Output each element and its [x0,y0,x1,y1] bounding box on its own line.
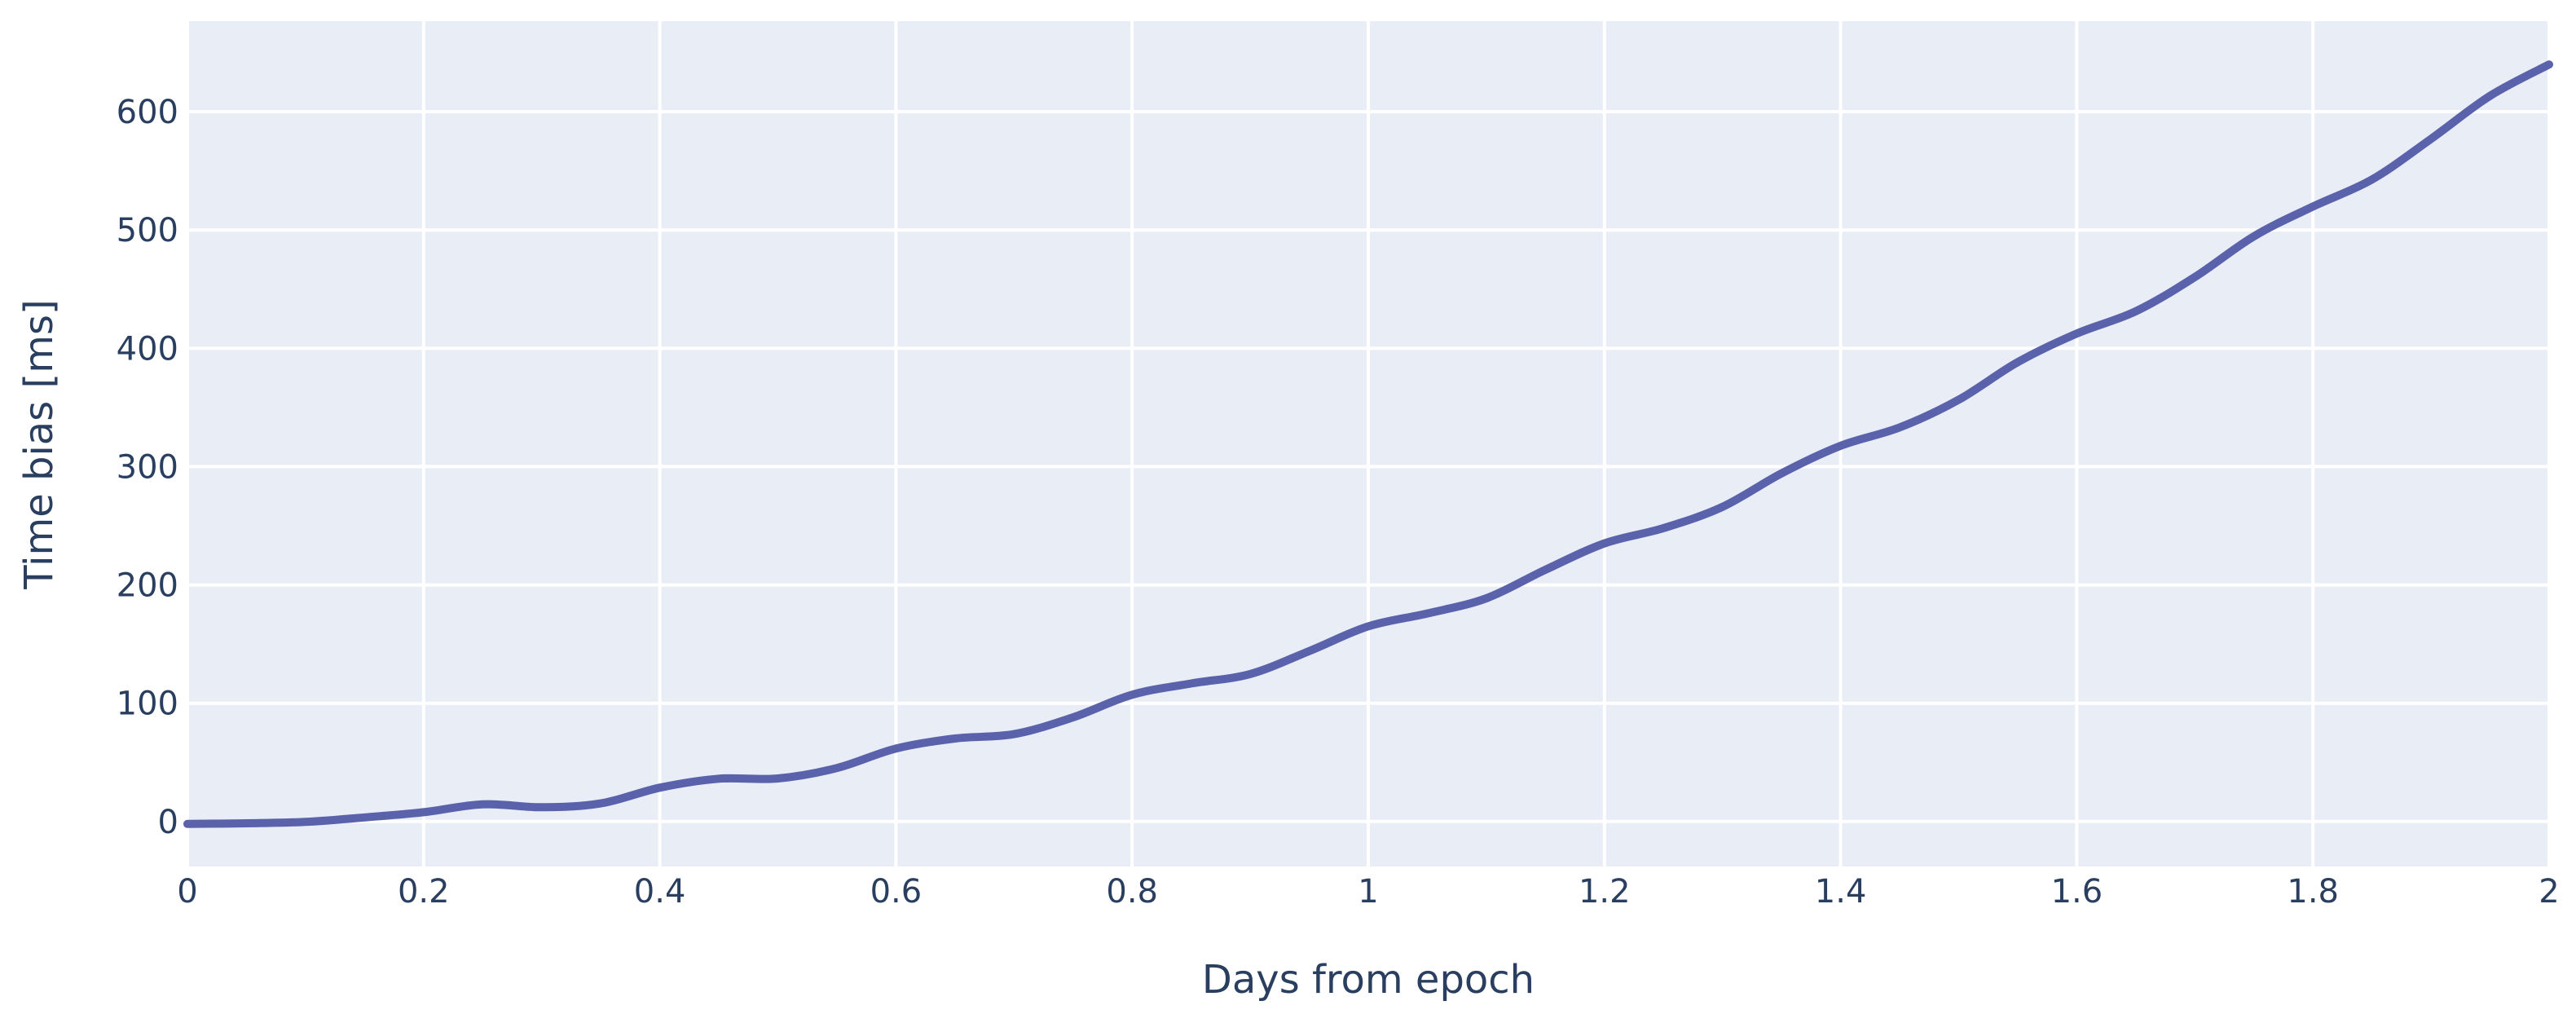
x-gridlines [186,21,2551,866]
x-tick-label: 0.6 [870,873,923,911]
x-tick-label: 1.2 [1579,873,1631,911]
time-bias-line[interactable] [183,60,2553,828]
y-tick-label: 500 [117,212,178,249]
x-tick-label: 1.6 [2051,873,2103,911]
y-tick-label: 0 [158,804,178,841]
y-axis-title: Time bias [ms] [16,299,62,589]
y-gridlines [187,110,2549,823]
x-tick-label: 1 [1358,873,1378,911]
y-tick-label: 400 [117,330,178,368]
x-axis-title: Days from epoch [1202,957,1535,1003]
x-tick-label: 0.2 [398,873,450,911]
x-tick-labels: 0 0.2 0.4 0.6 0.8 1 1.2 1.4 1.6 1.8 2 [177,873,2559,911]
x-tick-label: 1.4 [1815,873,1867,911]
y-tick-labels: 0 100 200 300 400 500 600 [117,94,178,841]
x-tick-label: 1.8 [2287,873,2339,911]
y-tick-label: 100 [117,686,178,723]
x-tick-label: 2 [2539,873,2559,911]
y-tick-label: 200 [117,567,178,605]
x-tick-label: 0 [177,873,197,911]
y-tick-label: 300 [117,448,178,486]
y-tick-label: 600 [117,94,178,131]
x-tick-label: 0.8 [1106,873,1158,911]
x-tick-label: 0.4 [634,873,686,911]
